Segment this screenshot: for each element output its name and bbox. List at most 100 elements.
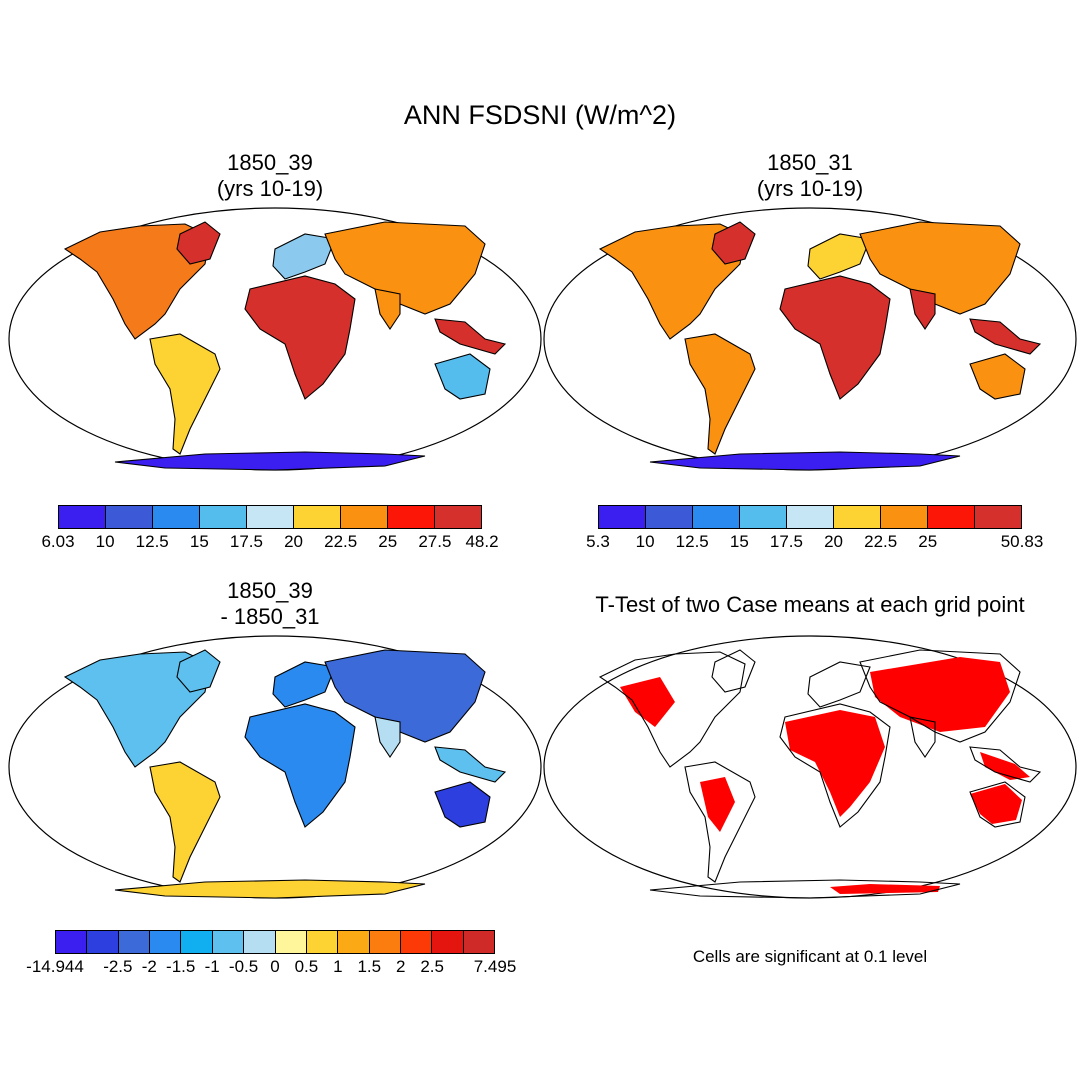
case2-colorbar-ticks: 5.3 10 12.5 15 17.5 20 22.5 25 50.83 <box>586 529 1043 551</box>
europe <box>807 661 871 708</box>
india <box>909 288 936 330</box>
colorbar-tick-label: -1 <box>204 957 220 976</box>
colorbar-tick-label: 20 <box>824 532 844 551</box>
colorbar-tick-label: 2 <box>395 957 406 976</box>
panel-2-title-line2: (yrs 10-19) <box>756 176 864 201</box>
southeast-asia <box>969 746 1042 783</box>
colorbar-tick-label: 27.5 <box>418 532 452 551</box>
colorbar-tick-label: 22.5 <box>864 532 898 551</box>
panel-3-title-line2: - 1850_31 <box>220 604 320 629</box>
difference-colorbar-ticks: -14.944 -2.5 -2 -1.5 -1 -0.5 0 0.5 1 1.5 2 2.5 7.495 <box>26 954 516 976</box>
asia <box>859 221 1021 315</box>
colorbar-swatch <box>693 506 740 528</box>
greenland <box>176 649 221 693</box>
colorbar-tick-label: -2.5 <box>103 957 133 976</box>
south-america <box>149 761 221 883</box>
southeast-asia <box>434 746 507 783</box>
colorbar-swatch <box>275 931 307 953</box>
panel-2-title-line1: 1850_31 <box>767 150 853 175</box>
colorbar-swatch <box>432 931 464 953</box>
colorbar-swatch <box>244 931 276 953</box>
antarctica <box>649 451 961 471</box>
south-america <box>684 761 756 883</box>
colorbar-swatch <box>369 931 401 953</box>
africa <box>779 275 891 400</box>
colorbar-tick-label: -2 <box>141 957 157 976</box>
colorbar-tick-label: 2.5 <box>420 957 444 976</box>
difference-colorbar: -14.944 -2.5 -2 -1.5 -1 -0.5 0 0.5 1 1.5 2 2.5 7.495 <box>26 930 516 976</box>
difference-map <box>8 635 542 899</box>
colorbar-tick-label: 50.83 <box>1000 532 1044 551</box>
significance-cells <box>620 657 1030 894</box>
colorbar-tick-label: 6.03 <box>41 532 75 551</box>
colorbar-tick-label: 10 <box>635 532 655 551</box>
colorbar-tick-label: 20 <box>284 532 304 551</box>
colorbar-tick-label: 15 <box>729 532 749 551</box>
case1-colorbar: 6.03 10 12.5 15 17.5 20 22.5 25 27.5 48.2 <box>41 505 499 551</box>
colorbar-swatch <box>150 931 182 953</box>
colorbar-tick-label: 17.5 <box>229 532 263 551</box>
india <box>374 288 401 330</box>
case2-colorbar: 5.3 10 12.5 15 17.5 20 22.5 25 50.83 <box>586 505 1043 551</box>
colorbar-tick-label: 17.5 <box>769 532 803 551</box>
africa <box>779 703 891 828</box>
colorbar-swatch <box>153 506 200 528</box>
colorbar-tick-label: 0.5 <box>294 957 319 976</box>
case1-colorbar-ticks: 6.03 10 12.5 15 17.5 20 22.5 25 27.5 48.2 <box>41 529 498 551</box>
colorbar-tick-label: -1.5 <box>166 957 196 976</box>
europe <box>272 661 336 708</box>
case1-colorbar-boxes <box>58 505 482 529</box>
colorbar-swatch <box>740 506 787 528</box>
colorbar-swatch <box>881 506 928 528</box>
antarctica <box>114 879 426 899</box>
india <box>909 716 936 758</box>
colorbar-swatch <box>646 506 693 528</box>
colorbar-swatch <box>435 506 481 528</box>
colorbar-tick-label: 10 <box>95 532 115 551</box>
colorbar-swatch <box>294 506 341 528</box>
colorbar-tick-label: 1.5 <box>357 957 382 976</box>
difference-colorbar-boxes <box>55 930 495 954</box>
case1-map <box>8 207 542 471</box>
panel-3-title: 1850_39 - 1850_31 <box>140 578 400 630</box>
greenland <box>711 649 756 693</box>
colorbar-swatch <box>181 931 213 953</box>
asia <box>859 649 1021 743</box>
colorbar-swatch <box>341 506 388 528</box>
southeast-asia <box>969 318 1042 355</box>
south-america <box>684 333 756 455</box>
antarctica <box>649 879 961 899</box>
colorbar-tick-label: -0.5 <box>228 957 259 976</box>
case2-colorbar-boxes <box>598 505 1022 529</box>
colorbar-swatch <box>787 506 834 528</box>
south-america <box>149 333 221 455</box>
india <box>374 716 401 758</box>
colorbar-tick-label: 48.2 <box>465 532 499 551</box>
europe <box>807 233 871 280</box>
colorbar-swatch <box>463 931 495 953</box>
southeast-asia <box>434 318 507 355</box>
colorbar-tick-label: 1 <box>333 957 343 976</box>
panel-1-title-line2: (yrs 10-19) <box>216 176 324 201</box>
colorbar-tick-label: 5.3 <box>586 532 610 551</box>
colorbar-tick-label: 0 <box>270 957 280 976</box>
colorbar-swatch <box>388 506 435 528</box>
australia <box>969 353 1026 400</box>
colorbar-swatch <box>247 506 294 528</box>
panel-3-title-line1: 1850_39 <box>227 578 313 603</box>
continents <box>63 649 507 899</box>
europe <box>272 233 336 280</box>
colorbar-tick-label: -14.944 <box>26 957 84 976</box>
colorbar-swatch <box>118 931 151 953</box>
colorbar-swatch <box>59 506 106 528</box>
colorbar-tick-label: 15 <box>189 532 209 551</box>
antarctica <box>114 451 426 471</box>
colorbar-swatch <box>106 506 153 528</box>
significance-note: Cells are significant at 0.1 level <box>692 947 928 966</box>
colorbar-swatch <box>599 506 646 528</box>
colorbar-swatch <box>834 506 881 528</box>
africa <box>244 703 356 828</box>
africa <box>244 275 356 400</box>
colorbar-tick-label: 12.5 <box>135 532 169 551</box>
asia <box>324 649 486 743</box>
